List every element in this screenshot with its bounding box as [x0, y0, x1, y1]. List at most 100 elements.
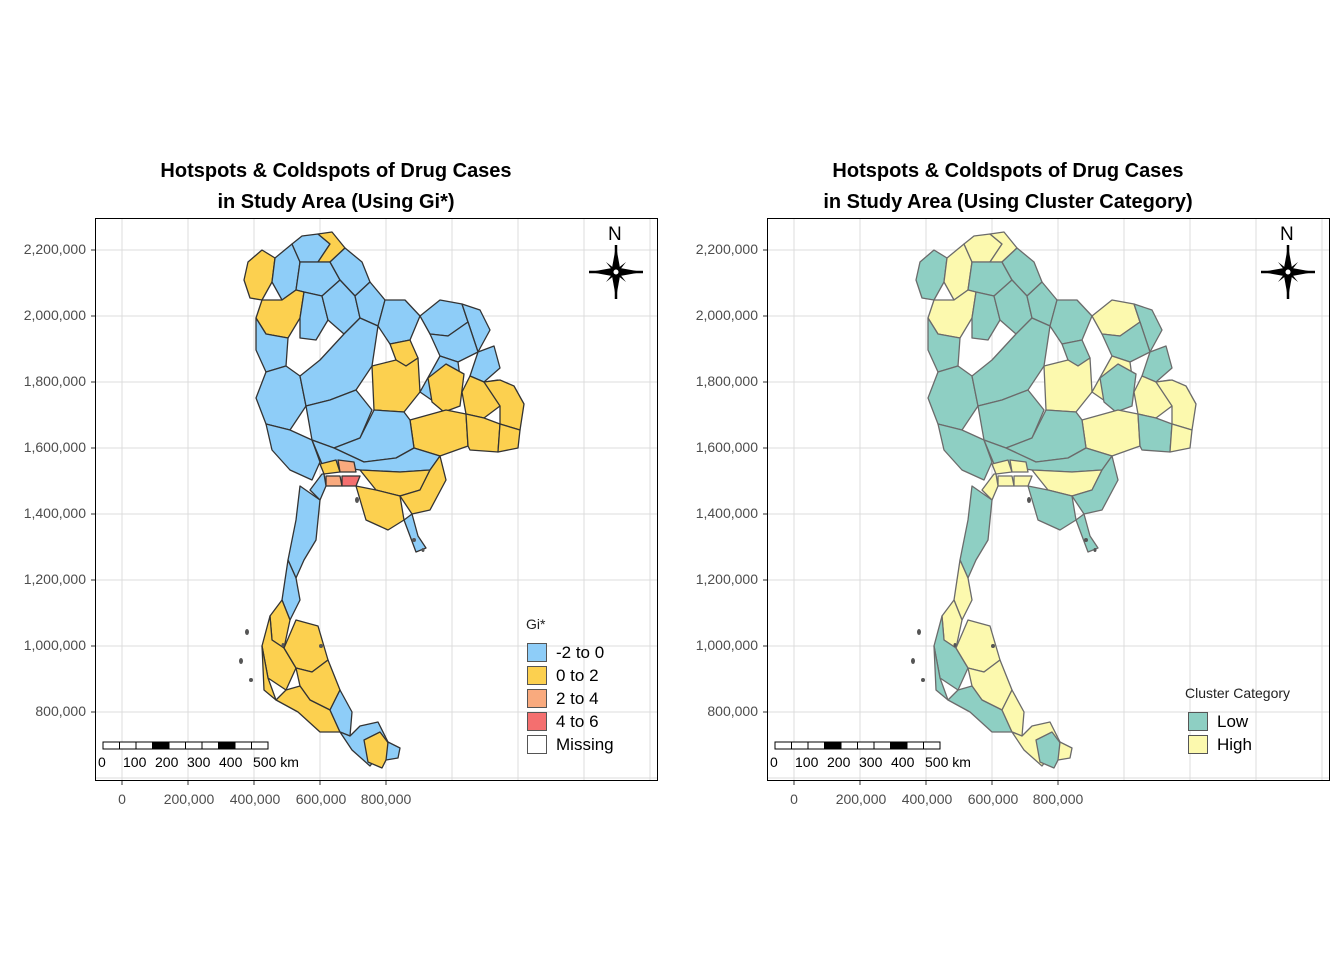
- scale-segment: [201, 741, 219, 750]
- y-tick-label: 1,600,000: [23, 439, 86, 455]
- legend-key: [527, 712, 547, 731]
- compass-point-sw: [1278, 273, 1287, 282]
- region-polygon: [1137, 413, 1173, 453]
- island-mark: [1027, 497, 1031, 503]
- y-tick-label: 1,000,000: [695, 637, 758, 653]
- x-tick-label: 800,000: [1032, 791, 1084, 807]
- scale-label: 400: [219, 754, 243, 770]
- north-label: N: [608, 224, 622, 245]
- compass-point-west: [590, 268, 616, 276]
- regions: [911, 231, 1197, 769]
- region-polygon: [309, 473, 327, 501]
- region-polygon: [1043, 357, 1093, 413]
- x-tick-label: 200,000: [163, 791, 215, 807]
- scale-segment: [119, 741, 137, 750]
- y-tick-label: 1,800,000: [695, 373, 758, 389]
- regions: [239, 231, 525, 769]
- scale-label: 100: [123, 754, 147, 770]
- y-tick-label: 800,000: [707, 703, 758, 719]
- scale-label: 0: [98, 754, 106, 770]
- panel-gi: Hotspots & Coldspots of Drug Cases in St…: [23, 160, 658, 807]
- island-mark: [249, 678, 253, 682]
- region-polygon: [959, 485, 993, 579]
- x-tick-label: 400,000: [901, 791, 953, 807]
- legend-label: 0 to 2: [556, 666, 599, 685]
- north-label: N: [1280, 224, 1294, 245]
- y-tick-label: 2,200,000: [695, 241, 758, 257]
- scale-label: 500 km: [253, 754, 299, 770]
- compass-rose-icon: [589, 245, 643, 299]
- y-tick-label: 2,000,000: [23, 307, 86, 323]
- legend-key: [527, 689, 547, 708]
- island-mark: [281, 643, 285, 647]
- region-polygon: [399, 455, 447, 515]
- y-tick-label: 2,000,000: [695, 307, 758, 323]
- y-tick-label: 1,400,000: [23, 505, 86, 521]
- scale-segment: [251, 741, 269, 750]
- legend-label: 4 to 6: [556, 712, 599, 731]
- scale-segment: [152, 741, 170, 750]
- y-tick-label: 1,600,000: [695, 439, 758, 455]
- scale-segment: [102, 741, 120, 750]
- region-polygon: [497, 423, 521, 453]
- compass-point-se: [617, 273, 626, 282]
- region-polygon: [243, 249, 276, 301]
- region-polygon: [1141, 345, 1173, 383]
- scale-segment: [840, 741, 858, 750]
- legend-key: [1188, 712, 1208, 731]
- x-tick-label: 400,000: [229, 791, 281, 807]
- scale-segment: [168, 741, 186, 750]
- scale-segment: [791, 741, 809, 750]
- region-polygon: [281, 559, 301, 621]
- panel-cluster: Hotspots & Coldspots of Drug Cases in St…: [672, 0, 1344, 960]
- scale-label: 400: [891, 754, 915, 770]
- region-polygon: [465, 413, 501, 453]
- scale-bar: [774, 741, 941, 750]
- legend-title: Gi*: [526, 616, 546, 632]
- scale-segment: [234, 741, 252, 750]
- scale-label: 100: [795, 754, 819, 770]
- region-polygon: [377, 299, 421, 345]
- map-svg: [763, 219, 1329, 785]
- region-polygon: [385, 741, 401, 761]
- region-polygon: [427, 363, 465, 413]
- title-line-1: Hotspots & Coldspots of Drug Cases: [160, 160, 512, 182]
- region-polygon: [469, 345, 501, 383]
- compass-point-west: [1262, 268, 1288, 276]
- region-polygon: [1049, 299, 1093, 345]
- compass-point-ne: [1289, 262, 1298, 271]
- scale-segment: [774, 741, 792, 750]
- region-polygon: [1009, 459, 1029, 473]
- scale-segment: [807, 741, 825, 750]
- region-polygon: [255, 365, 307, 431]
- legend-key: [527, 643, 547, 662]
- region-polygon: [287, 485, 321, 579]
- island-mark: [355, 497, 359, 503]
- compass-point-south: [1284, 272, 1292, 298]
- y-tick-label: 1,200,000: [695, 571, 758, 587]
- compass-point-south: [612, 272, 620, 298]
- region-polygon: [341, 475, 361, 487]
- region-polygon: [1071, 455, 1119, 515]
- scale-segment: [890, 741, 908, 750]
- region-polygon: [915, 249, 948, 301]
- region-polygon: [337, 459, 357, 473]
- legend-label: 2 to 4: [556, 689, 599, 708]
- scale-segment: [824, 741, 842, 750]
- region-polygon: [371, 357, 421, 413]
- x-tick-label: 200,000: [835, 791, 887, 807]
- scale-label: 200: [827, 754, 851, 770]
- region-polygon: [461, 303, 491, 353]
- island-mark: [953, 643, 957, 647]
- legend-key: [527, 666, 547, 685]
- compass-rose-icon: [1261, 245, 1315, 299]
- region-polygon: [329, 689, 353, 737]
- compass-center: [1284, 268, 1292, 276]
- compass-point-nw: [1278, 262, 1287, 271]
- scale-bar: [102, 741, 269, 750]
- island-mark: [319, 644, 323, 648]
- title-line-2: in Study Area (Using Gi*): [217, 191, 455, 213]
- island-mark: [1084, 538, 1088, 542]
- scale-segment: [873, 741, 891, 750]
- region-polygon: [265, 423, 321, 481]
